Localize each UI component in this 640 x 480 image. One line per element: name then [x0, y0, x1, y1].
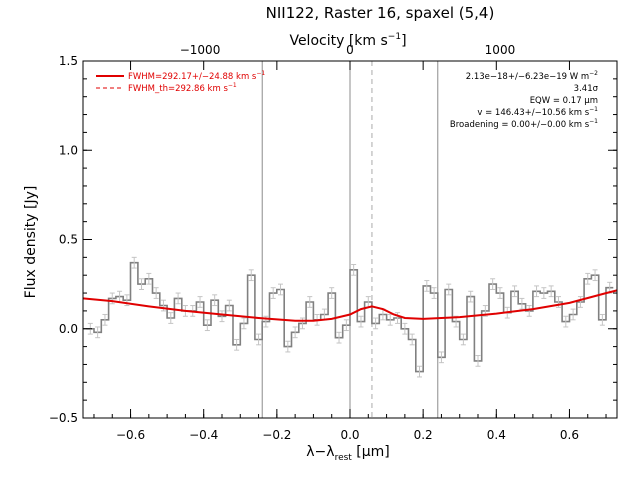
- chart-title: NII122, Raster 16, spaxel (5,4): [266, 4, 495, 22]
- y-tick-label: 0.5: [59, 233, 78, 247]
- y-tick-label: 1.0: [59, 143, 78, 157]
- legend-label-fwhm: FWHM=292.17+/−24.88 km s−1: [128, 70, 265, 82]
- x-tick-label: −0.4: [189, 428, 218, 442]
- y-axis-label: Flux density [Jy]: [23, 186, 39, 299]
- x-tick-label: 0.2: [414, 428, 433, 442]
- annotation-velocity: v = 146.43+/−10.56 km s−1: [477, 106, 598, 118]
- legend-label-fwhm-th: FWHM_th=292.86 km s−1: [128, 82, 237, 94]
- x-tick-label: −0.2: [262, 428, 291, 442]
- annotation-eqw: EQW = 0.17 μm: [530, 96, 598, 106]
- annotation-broadening: Broadening = 0.00+/−0.00 km s−1: [450, 118, 598, 130]
- x-axis-label: λ−λrest [μm]: [306, 444, 390, 463]
- fit-annotations: 2.13e−18+/−6.23e−19 W m−2 3.41σ EQW = 0.…: [450, 70, 599, 130]
- y-tick-label: 0.0: [59, 322, 78, 336]
- y-tick-label: 1.5: [59, 54, 78, 68]
- annotation-flux: 2.13e−18+/−6.23e−19 W m−2: [466, 70, 598, 82]
- x-tick-label: 0.4: [487, 428, 506, 442]
- x-tick-label: 0.0: [340, 428, 359, 442]
- spectrum-step-line: [86, 261, 614, 373]
- top-tick-label: 0: [346, 43, 354, 57]
- top-tick-label: −1000: [180, 43, 221, 57]
- x-tick-label: −0.6: [116, 428, 145, 442]
- top-axis-label: Velocity [km s−1]: [289, 32, 406, 49]
- plot-area: −0.6 −0.4 −0.2 0.0 0.2 0.4 0.6 −0.5 0.0 0.5 1.0 1.5…: [49, 43, 618, 442]
- top-tick-label: 1000: [485, 43, 516, 57]
- x-tick-label: 0.6: [560, 428, 579, 442]
- annotation-sigma: 3.41σ: [574, 84, 599, 94]
- y-tick-label: −0.5: [49, 411, 78, 425]
- fit-curve: [82, 289, 618, 322]
- legend: FWHM=292.17+/−24.88 km s−1 FWHM_th=292.8…: [96, 70, 265, 94]
